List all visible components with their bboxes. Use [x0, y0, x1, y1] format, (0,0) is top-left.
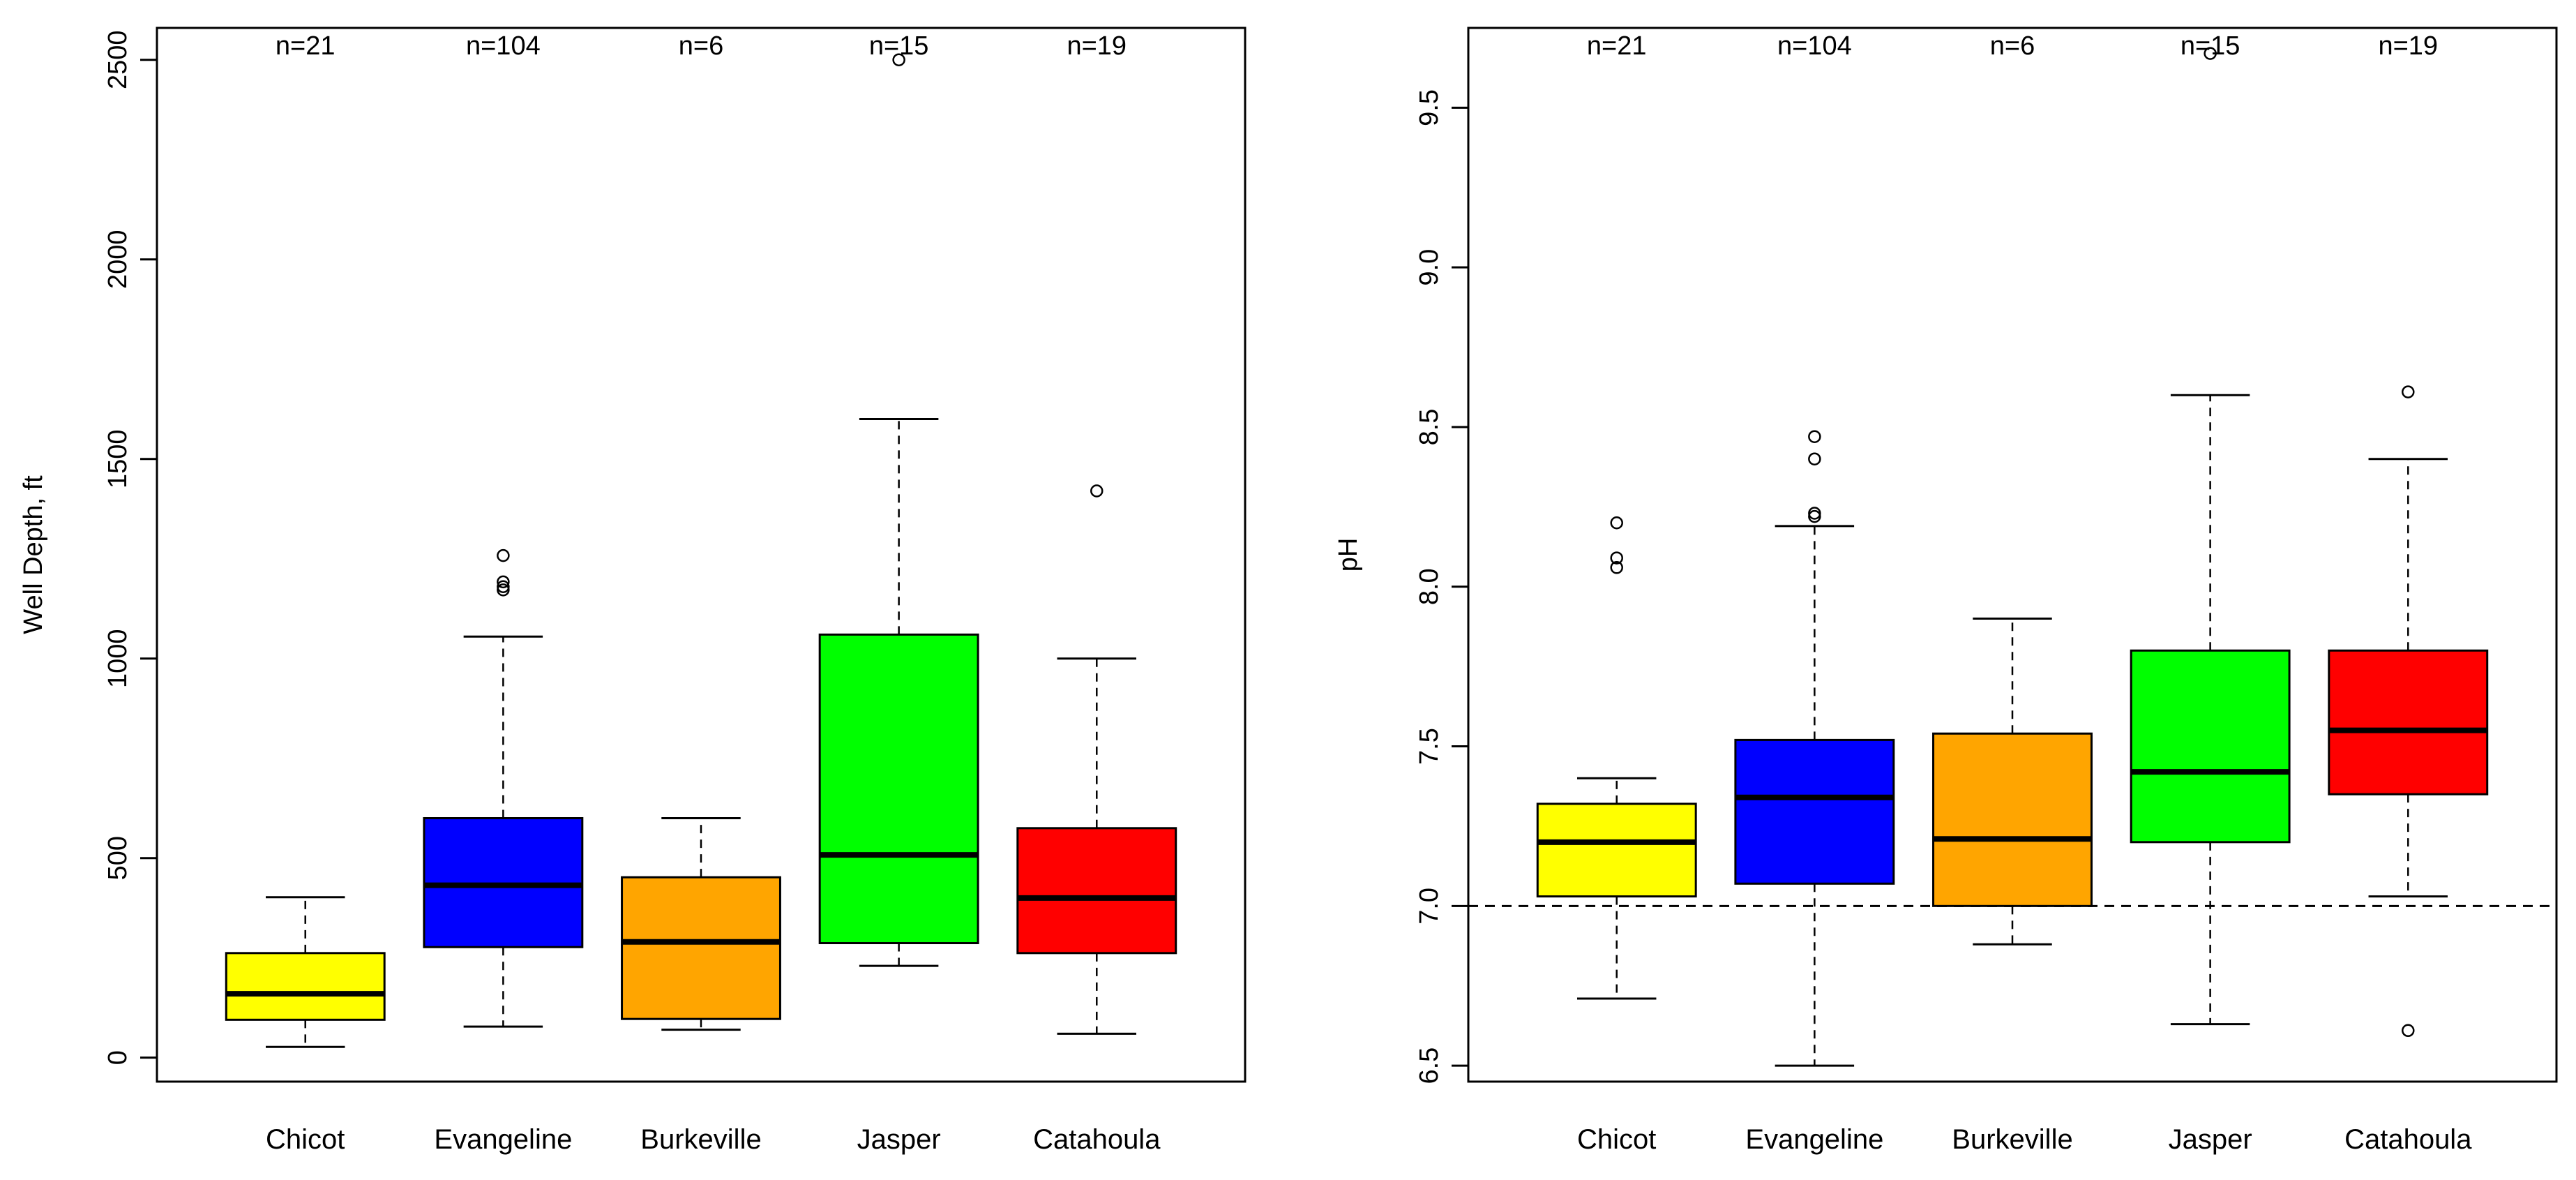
count-labels: n=21 n=104 n=6 n=15 n=19	[276, 31, 1127, 61]
well-depth-boxplot-panel: Well Depth, ft 0 500 1000 1500 2000 2500 n=21…	[19, 27, 1246, 1155]
count-label: n=19	[1067, 31, 1127, 61]
count-label: n=19	[2378, 31, 2438, 61]
outlier-point	[1610, 561, 1623, 574]
category-label: Catahoula	[2344, 1124, 2472, 1155]
boxes-group	[225, 53, 1177, 1048]
outlier-point	[1808, 507, 1821, 520]
outlier-point	[497, 548, 510, 562]
iqr-box	[225, 952, 386, 1021]
plot-frame	[1467, 27, 2558, 1083]
box-jasper	[2130, 47, 2291, 1026]
outlier-point	[1808, 452, 1821, 465]
box-evangeline	[423, 548, 584, 1028]
iqr-box	[1932, 732, 2093, 907]
box-catahoula	[2328, 385, 2489, 1038]
plot-frame	[156, 27, 1246, 1083]
category-label: Burkeville	[640, 1124, 761, 1155]
y-tick-label: 2000	[103, 230, 133, 289]
box-jasper	[818, 53, 979, 967]
y-tick-label: 0	[103, 1050, 133, 1065]
boxes-group	[1536, 47, 2489, 1067]
category-label: Chicot	[266, 1124, 345, 1155]
y-tick-label: 500	[103, 836, 133, 880]
iqr-box	[2130, 649, 2291, 844]
outlier-point	[892, 53, 905, 67]
outlier-point	[497, 575, 510, 589]
box-evangeline	[1734, 430, 1895, 1067]
category-label: Evangeline	[1745, 1124, 1883, 1155]
category-label: Burkeville	[1952, 1124, 2072, 1155]
box-chicot	[225, 896, 386, 1048]
count-label: n=15	[2180, 31, 2240, 61]
category-label: Jasper	[857, 1124, 941, 1155]
y-tick-label: 8.5	[1415, 409, 1444, 446]
box-catahoula	[1016, 484, 1177, 1035]
outlier-point	[1610, 516, 1623, 530]
y-tick-label: 1000	[103, 629, 133, 688]
outlier-point	[2204, 47, 2217, 60]
iqr-box	[1734, 738, 1895, 885]
y-axis-ticks: 6.5 7.0 7.5 8.0 8.5 9.0 9.5	[1415, 89, 1468, 1084]
iqr-box	[621, 876, 781, 1020]
outlier-point	[2402, 1024, 2415, 1038]
y-tick-label: 7.5	[1415, 728, 1444, 765]
category-label: Evangeline	[434, 1124, 572, 1155]
count-label: n=6	[679, 31, 723, 61]
box-chicot	[1536, 516, 1697, 1000]
outlier-point	[2402, 385, 2415, 398]
box-burkeville	[621, 817, 781, 1031]
count-label: n=15	[869, 31, 929, 61]
count-label: n=104	[1777, 31, 1852, 61]
outlier-point	[1808, 430, 1821, 443]
y-tick-label: 7.0	[1415, 888, 1444, 925]
outlier-point	[1090, 484, 1104, 498]
y-tick-label: 6.5	[1415, 1047, 1444, 1084]
box-burkeville	[1932, 618, 2093, 946]
category-labels: Chicot Evangeline Burkeville Jasper Catahoul…	[266, 1124, 1161, 1155]
iqr-box	[2328, 649, 2489, 796]
count-label: n=6	[1990, 31, 2035, 61]
category-label: Catahoula	[1033, 1124, 1161, 1155]
y-tick-label: 1500	[103, 429, 133, 488]
iqr-box	[1536, 802, 1697, 898]
outlier-point	[497, 580, 510, 594]
y-tick-label: 9.5	[1415, 89, 1444, 126]
iqr-box	[1016, 827, 1177, 955]
count-label: n=21	[1587, 31, 1647, 61]
category-labels: Chicot Evangeline Burkeville Jasper Catahoul…	[1577, 1124, 2472, 1155]
category-label: Chicot	[1577, 1124, 1656, 1155]
y-axis-label: pH	[1334, 538, 1363, 572]
iqr-box	[818, 633, 979, 945]
y-axis-ticks: 0 500 1000 1500 2000 2500	[103, 30, 157, 1065]
y-tick-label: 9.0	[1415, 249, 1444, 286]
count-labels: n=21 n=104 n=6 n=15 n=19	[1587, 31, 2438, 61]
count-label: n=21	[276, 31, 336, 61]
y-tick-label: 8.0	[1415, 568, 1444, 605]
y-axis-label: Well Depth, ft	[19, 475, 48, 634]
category-label: Jasper	[2169, 1124, 2252, 1155]
ph-boxplot-panel: pH 6.5 7.0 7.5 8.0 8.5 9.0 9.5 n=21 n=104 n=6 n=1…	[1334, 27, 2558, 1155]
count-label: n=104	[466, 31, 541, 61]
y-tick-label: 2500	[103, 30, 133, 89]
outlier-point	[1610, 551, 1623, 565]
